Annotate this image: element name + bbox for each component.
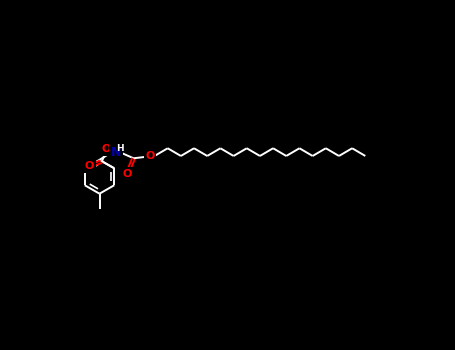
Text: O: O [85,161,94,171]
Text: OH: OH [101,144,120,154]
Text: O: O [123,169,132,178]
Text: N: N [111,146,121,159]
Text: H: H [116,144,124,153]
Text: O: O [145,151,155,161]
